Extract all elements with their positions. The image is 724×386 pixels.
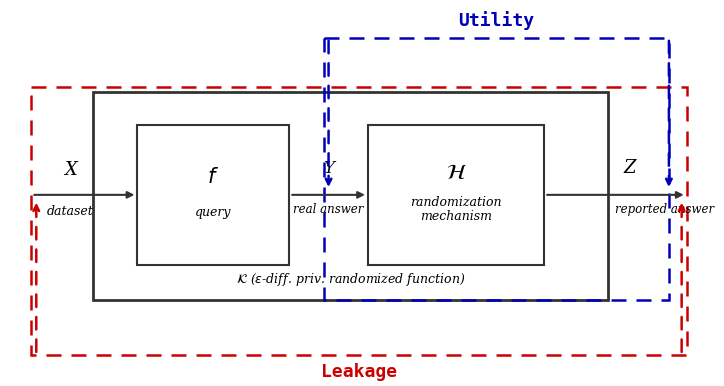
Text: Utility: Utility xyxy=(458,11,534,30)
Bar xyxy=(138,125,290,265)
Bar xyxy=(31,87,686,355)
Text: $\mathcal{H}$: $\mathcal{H}$ xyxy=(446,162,466,184)
Text: randomization: randomization xyxy=(411,196,502,209)
Text: X: X xyxy=(64,161,77,179)
Bar xyxy=(368,125,544,265)
Text: query: query xyxy=(195,207,232,219)
Text: mechanism: mechanism xyxy=(420,210,492,223)
Text: $f$: $f$ xyxy=(207,167,219,187)
Text: dataset: dataset xyxy=(47,205,94,218)
Text: reported answer: reported answer xyxy=(615,203,715,216)
Bar xyxy=(324,38,669,300)
Text: Z: Z xyxy=(623,159,636,177)
Bar xyxy=(93,92,608,300)
Text: real answer: real answer xyxy=(293,203,363,216)
Text: Leakage: Leakage xyxy=(321,363,397,381)
Text: Y: Y xyxy=(323,160,334,177)
Text: $\mathcal{K}$ ($\epsilon$-diff. priv. randomized function): $\mathcal{K}$ ($\epsilon$-diff. priv. ra… xyxy=(236,271,466,288)
